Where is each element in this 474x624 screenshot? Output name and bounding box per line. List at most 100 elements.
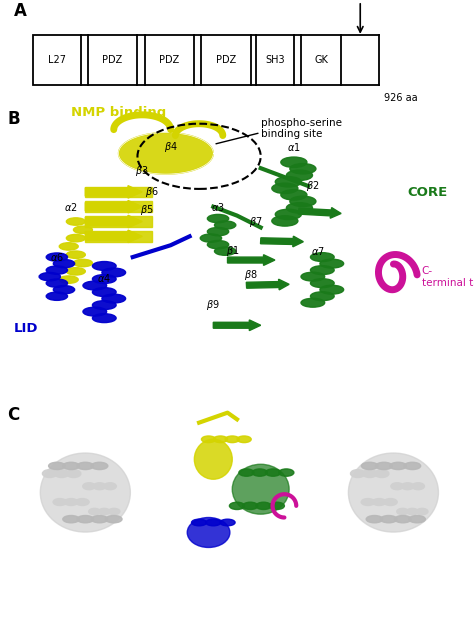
Ellipse shape: [201, 436, 216, 442]
Text: $\beta$5: $\beta$5: [140, 203, 154, 217]
Ellipse shape: [394, 515, 411, 523]
FancyArrow shape: [85, 200, 142, 213]
Text: C: C: [7, 406, 19, 424]
Ellipse shape: [397, 509, 409, 515]
Ellipse shape: [73, 260, 92, 266]
Ellipse shape: [290, 163, 316, 174]
Ellipse shape: [66, 235, 85, 242]
Ellipse shape: [390, 462, 407, 470]
Bar: [256, 35, 294, 85]
Text: $\alpha$1: $\alpha$1: [287, 142, 301, 154]
Bar: [88, 35, 137, 85]
Ellipse shape: [91, 515, 108, 523]
Ellipse shape: [191, 519, 207, 526]
Ellipse shape: [92, 314, 116, 323]
Ellipse shape: [225, 436, 239, 442]
Ellipse shape: [320, 259, 344, 268]
Bar: [201, 35, 251, 85]
Ellipse shape: [366, 515, 383, 523]
FancyArrow shape: [85, 186, 142, 198]
Ellipse shape: [208, 215, 228, 223]
Ellipse shape: [99, 509, 110, 515]
Ellipse shape: [409, 515, 426, 523]
Text: $\beta$4: $\beta$4: [164, 140, 178, 154]
Text: 926 aa: 926 aa: [384, 93, 418, 103]
Text: $\beta$3: $\beta$3: [136, 164, 149, 178]
Ellipse shape: [53, 499, 66, 505]
Ellipse shape: [310, 279, 334, 288]
Text: $\beta$9: $\beta$9: [207, 298, 220, 311]
Bar: [145, 35, 194, 85]
Ellipse shape: [73, 226, 92, 233]
Ellipse shape: [290, 196, 316, 207]
Polygon shape: [118, 133, 213, 174]
Ellipse shape: [206, 519, 221, 526]
Ellipse shape: [40, 453, 130, 532]
Ellipse shape: [301, 298, 325, 307]
Ellipse shape: [55, 470, 69, 477]
Text: $\beta$6: $\beta$6: [145, 185, 158, 199]
Ellipse shape: [105, 515, 122, 523]
Ellipse shape: [232, 464, 289, 514]
Ellipse shape: [361, 499, 375, 505]
Ellipse shape: [46, 266, 67, 275]
Ellipse shape: [275, 209, 301, 220]
Text: PDZ: PDZ: [102, 55, 123, 65]
Ellipse shape: [66, 251, 85, 258]
Text: LID: LID: [14, 322, 39, 335]
Ellipse shape: [187, 517, 230, 547]
Ellipse shape: [92, 301, 116, 310]
Ellipse shape: [102, 268, 126, 277]
Ellipse shape: [66, 470, 81, 477]
Ellipse shape: [59, 276, 78, 283]
Ellipse shape: [281, 190, 307, 200]
Text: $\beta$7: $\beta$7: [249, 215, 263, 228]
Ellipse shape: [194, 439, 232, 479]
Ellipse shape: [59, 243, 78, 250]
Ellipse shape: [93, 483, 106, 490]
Polygon shape: [85, 231, 152, 241]
Ellipse shape: [310, 266, 334, 275]
Ellipse shape: [220, 519, 235, 526]
Bar: [33, 35, 81, 85]
Ellipse shape: [237, 436, 251, 442]
Ellipse shape: [108, 509, 120, 515]
Text: $\alpha$4: $\alpha$4: [97, 272, 111, 284]
Ellipse shape: [373, 499, 386, 505]
Ellipse shape: [286, 203, 312, 213]
FancyArrow shape: [85, 215, 142, 228]
FancyArrow shape: [246, 279, 289, 290]
Text: PDZ: PDZ: [216, 55, 237, 65]
Ellipse shape: [243, 502, 258, 510]
Ellipse shape: [407, 509, 418, 515]
Ellipse shape: [83, 483, 95, 490]
Ellipse shape: [361, 462, 378, 470]
Ellipse shape: [301, 272, 325, 281]
Ellipse shape: [63, 515, 80, 523]
Polygon shape: [85, 187, 152, 197]
Text: GK: GK: [314, 55, 328, 65]
Ellipse shape: [412, 483, 424, 490]
Text: SH3: SH3: [265, 55, 285, 65]
Ellipse shape: [286, 170, 312, 180]
Ellipse shape: [391, 483, 403, 490]
Ellipse shape: [64, 499, 78, 505]
FancyArrow shape: [228, 255, 275, 265]
Ellipse shape: [63, 462, 80, 470]
Ellipse shape: [404, 462, 421, 470]
Ellipse shape: [229, 502, 245, 510]
Ellipse shape: [252, 469, 267, 476]
Ellipse shape: [83, 307, 107, 316]
Ellipse shape: [48, 462, 65, 470]
Ellipse shape: [92, 261, 116, 270]
Ellipse shape: [46, 279, 67, 287]
Ellipse shape: [53, 286, 75, 294]
Ellipse shape: [281, 157, 307, 167]
Bar: [301, 35, 341, 85]
Text: CORE: CORE: [408, 186, 448, 199]
Text: $\alpha$3: $\alpha$3: [211, 201, 225, 213]
Ellipse shape: [89, 509, 100, 515]
Text: NMP binding: NMP binding: [71, 106, 166, 119]
Text: $\alpha$6: $\alpha$6: [50, 251, 64, 263]
Ellipse shape: [208, 240, 228, 249]
